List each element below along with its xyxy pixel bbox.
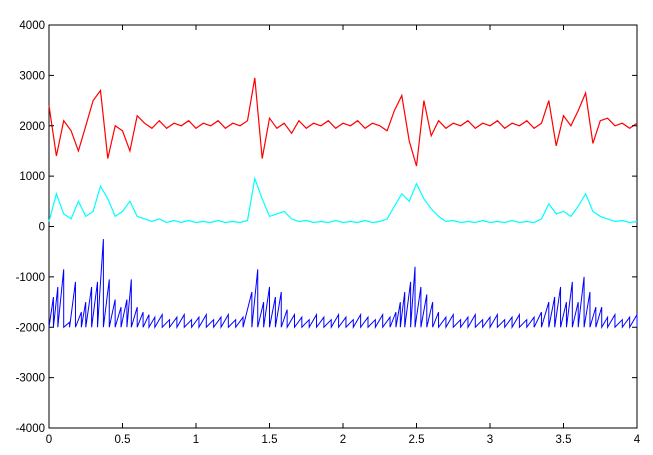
- y-tick-label: -1000: [16, 272, 45, 284]
- plot-area: [48, 24, 638, 429]
- x-tick-label: 4: [634, 434, 641, 446]
- x-tick-label: 0.5: [115, 434, 131, 446]
- x-tick-label: 2: [340, 434, 346, 446]
- series-red-line: [48, 77, 638, 167]
- y-tick-label: 3000: [19, 70, 45, 82]
- x-tick-label: 3: [487, 434, 493, 446]
- y-tick-label: 0: [39, 222, 45, 234]
- x-tick-label: 0: [46, 434, 52, 446]
- series-cyan-line: [48, 176, 638, 224]
- y-tick-label: -2000: [16, 322, 45, 334]
- y-tick-label: 1000: [19, 171, 45, 183]
- y-tick-label: 4000: [19, 20, 45, 32]
- x-tick-label: 1.5: [262, 434, 278, 446]
- series-layer: [48, 77, 638, 330]
- x-tick-label: 3.5: [556, 434, 572, 446]
- x-tick-label: 2.5: [409, 434, 425, 446]
- series-blue-line: [48, 239, 638, 330]
- y-tick-label: 2000: [19, 121, 45, 133]
- x-tick-label: 1: [193, 434, 199, 446]
- y-tick-label: -3000: [16, 373, 45, 385]
- y-tick-label: -4000: [16, 423, 45, 435]
- axis-layer: 0 0.5 1 1.5 2 2.5 3 3.5 4 4000 3000 2000 1000 0 -1000 -…: [16, 20, 641, 446]
